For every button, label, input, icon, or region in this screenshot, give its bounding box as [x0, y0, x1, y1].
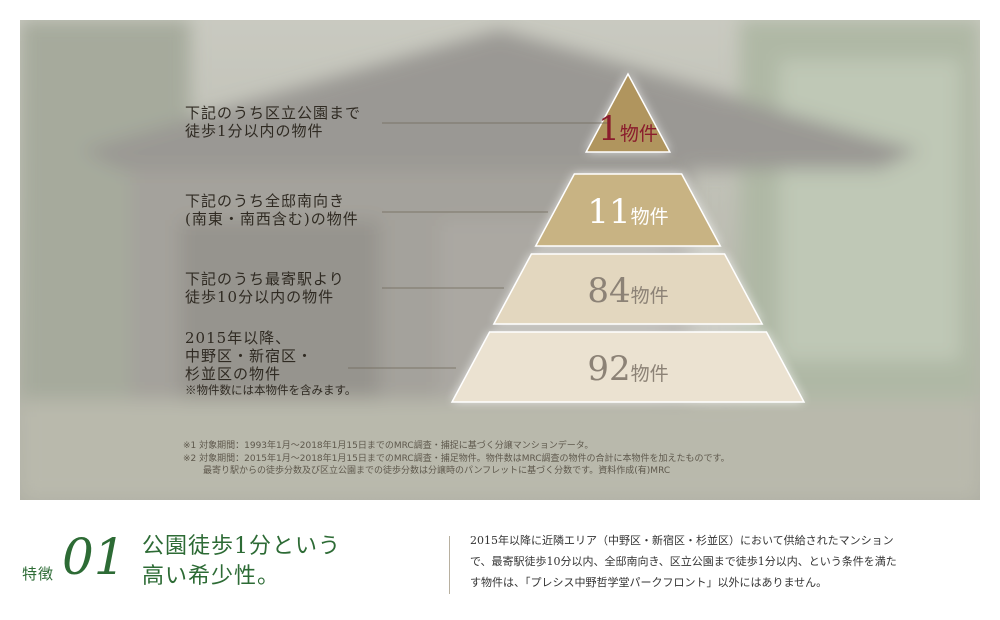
background-photo: [20, 20, 980, 500]
description-line: で、最寄駅徒歩10分以内、全邸南向き、区立公園まで徒歩1分以内、という条件を満た: [470, 555, 897, 568]
feature-label: 特徴: [22, 565, 55, 583]
tier-label-line: (南東・南西含む)の物件: [185, 210, 359, 228]
footnote: ※1 対象期間：1993年1月〜2018年1月15日までのMRC調査・捕捉に基づ…: [183, 441, 594, 451]
footnote: ※2 対象期間：2015年1月〜2018年1月15日までのMRC調査・捕足物件。…: [183, 453, 730, 464]
pyramid-tier-2: [534, 173, 722, 247]
tier-value-label: 11物件: [587, 192, 668, 232]
tier-label-3: 下記のうち最寄駅より 徒歩10分以内の物件: [185, 270, 345, 306]
description-line: 2015年以降に近隣エリア（中野区・新宿区・杉並区）において供給されたマンション: [470, 534, 894, 547]
pyramid-tier-4: [450, 331, 806, 403]
tier-note: ※物件数には本物件を含みます。: [185, 383, 357, 397]
tier-label-line: 杉並区の物件: [185, 365, 282, 383]
tier-value-label: 1物件: [598, 109, 658, 149]
tier-label-line: 徒歩10分以内の物件: [185, 288, 335, 306]
description-line: す物件は、「プレシス中野哲学堂パークフロント」以外にはありません。: [470, 576, 828, 589]
tier-label-2: 下記のうち全邸南向き (南東・南西含む)の物件: [185, 192, 359, 228]
divider: [449, 536, 450, 594]
tier-value-label: 92物件: [587, 349, 668, 389]
feature-title-line: 公園徒歩1分という: [142, 534, 341, 559]
tier-label-line: 下記のうち最寄駅より: [185, 270, 345, 288]
tier-label-line: 中野区・新宿区・: [185, 347, 314, 365]
footnote: 最寄り駅からの徒歩分数及び区立公園までの徒歩分数は分譲時のパンフレットに基づく分…: [203, 466, 671, 476]
tier-label-1: 下記のうち区立公園まで 徒歩1分以内の物件: [185, 104, 361, 140]
feature-title: 公園徒歩1分という 高い希少性。: [142, 532, 341, 592]
tier-value-label: 84物件: [587, 271, 668, 311]
feature-number: 01: [62, 528, 126, 586]
hero-panel: 1物件 11物件 84物件 92物件 下記のうち区立公園まで 徒歩1分以内の物件 下記…: [20, 20, 980, 500]
description: 2015年以降に近隣エリア（中野区・新宿区・杉並区）において供給されたマンション…: [470, 530, 990, 593]
pyramid-tier-3: [492, 253, 764, 325]
tier-label-line: 下記のうち区立公園まで: [185, 104, 362, 122]
tier-label-line: 徒歩1分以内の物件: [185, 122, 324, 140]
tier-label-line: 下記のうち全邸南向き: [185, 192, 346, 210]
footnotes: ※1 対象期間：1993年1月〜2018年1月15日までのMRC調査・捕捉に基づ…: [183, 440, 963, 478]
tier-label-4: 2015年以降、 中野区・新宿区・ 杉並区の物件 ※物件数には本物件を含みます。: [185, 329, 356, 398]
pyramid-tier-1: [584, 72, 672, 153]
tier-label-line: 2015年以降、: [185, 329, 292, 347]
feature-title-line: 高い希少性。: [142, 564, 281, 589]
pyramid-chart: 1物件 11物件 84物件 92物件: [348, 72, 806, 403]
